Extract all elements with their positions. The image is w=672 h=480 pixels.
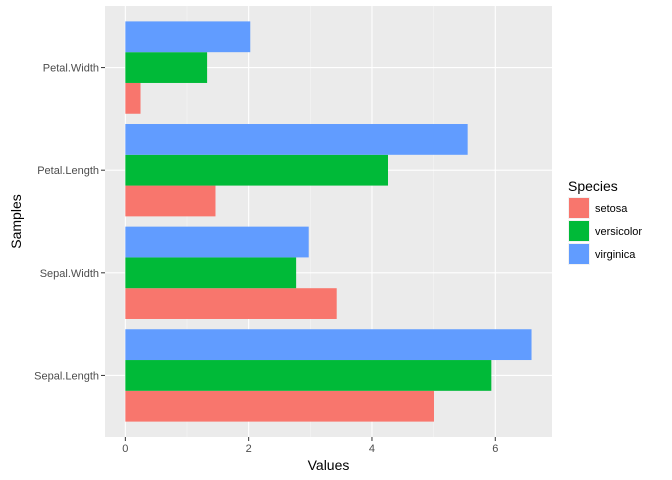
x-axis-title: Values bbox=[308, 457, 350, 473]
bar-versicolor-sepal-width bbox=[125, 257, 297, 289]
legend-swatch-versicolor bbox=[569, 221, 589, 241]
legend-title: Species bbox=[568, 178, 618, 194]
bar-versicolor-petal-width bbox=[125, 52, 208, 83]
x-axis: 0 2 4 6 bbox=[122, 437, 498, 455]
bar-virginica-petal-width bbox=[125, 21, 251, 53]
bar-virginica-sepal-width bbox=[125, 226, 309, 258]
bars bbox=[125, 21, 532, 422]
legend-swatch-virginica bbox=[569, 244, 589, 264]
y-tick-label: Sepal.Length bbox=[34, 370, 99, 382]
bar-virginica-petal-length bbox=[125, 124, 468, 155]
x-tick-label: 0 bbox=[122, 443, 128, 455]
y-tick-label: Petal.Length bbox=[37, 165, 99, 177]
legend-label-versicolor: versicolor bbox=[595, 226, 642, 238]
legend-label-virginica: virginica bbox=[595, 249, 636, 261]
y-tick-label: Sepal.Width bbox=[40, 268, 99, 280]
bar-versicolor-petal-length bbox=[125, 154, 388, 186]
bar-setosa-petal-width bbox=[125, 82, 141, 114]
y-tick-label: Petal.Width bbox=[43, 63, 99, 75]
y-axis: Sepal.Length Sepal.Width Petal.Length Petal… bbox=[34, 63, 105, 382]
y-axis-title: Samples bbox=[8, 194, 24, 248]
legend-swatch-setosa bbox=[569, 198, 589, 218]
bar-setosa-sepal-width bbox=[125, 288, 337, 319]
x-tick-label: 2 bbox=[246, 443, 252, 455]
bar-virginica-sepal-length bbox=[125, 329, 532, 361]
bar-versicolor-sepal-length bbox=[125, 360, 492, 391]
legend-label-setosa: setosa bbox=[595, 203, 628, 215]
bar-setosa-sepal-length bbox=[125, 390, 434, 422]
legend: Species setosa versicolor virginica bbox=[568, 178, 642, 265]
x-tick-label: 4 bbox=[369, 443, 375, 455]
x-tick-label: 6 bbox=[492, 443, 498, 455]
bar-setosa-petal-length bbox=[125, 185, 216, 217]
